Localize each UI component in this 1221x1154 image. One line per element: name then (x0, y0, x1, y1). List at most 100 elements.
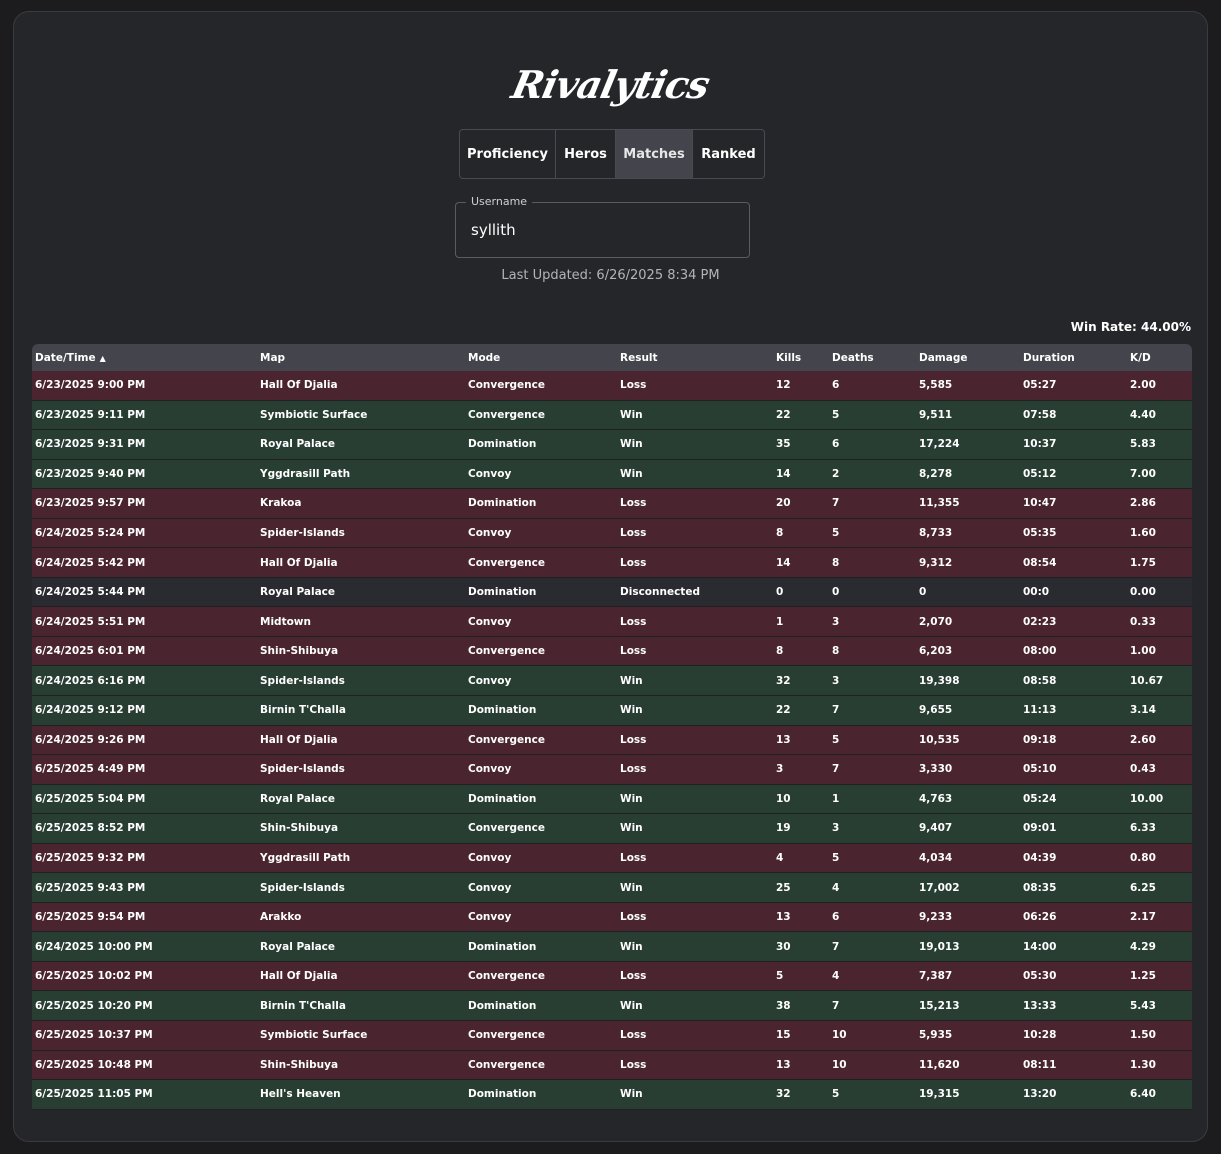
cell-damage: 19,398 (919, 674, 960, 687)
cell-kills: 1 (776, 615, 784, 628)
table-row: 6/24/2025 9:26 PM Hall Of Djalia Convergen… (32, 725, 1192, 756)
cell-kills: 32 (776, 1088, 791, 1101)
username-input[interactable]: syllith (471, 221, 516, 239)
cell-date-time: 6/23/2025 9:57 PM (35, 497, 146, 510)
cell-mode: Convergence (468, 556, 545, 569)
cell-result: Win (620, 822, 643, 835)
table-row: 6/25/2025 10:37 PM Symbiotic Surface Conve… (32, 1021, 1192, 1051)
column-header-kd[interactable]: K/D (1130, 351, 1151, 364)
column-header-deaths[interactable]: Deaths (832, 351, 874, 364)
cell-result: Loss (620, 527, 647, 539)
username-field[interactable]: Username syllith (455, 195, 750, 258)
cell-kd: 10.67 (1130, 674, 1164, 687)
cell-date-time: 6/25/2025 9:32 PM (35, 852, 146, 865)
cell-mode: Convergence (468, 970, 545, 983)
tab-matches[interactable]: Matches (616, 130, 693, 178)
cell-duration: 13:33 (1023, 999, 1057, 1012)
cell-deaths: 0 (832, 586, 840, 599)
cell-kd: 6.33 (1130, 822, 1156, 835)
cell-kills: 20 (776, 497, 791, 510)
cell-mode: Domination (468, 497, 537, 510)
table-row: 6/25/2025 4:49 PM Spider-Islands Convoy Los… (32, 755, 1192, 785)
cell-map: Shin-Shibuya (260, 645, 339, 658)
table-row: 6/24/2025 5:44 PM Royal Palace Domination D… (32, 577, 1192, 608)
cell-duration: 10:47 (1023, 497, 1057, 510)
cell-date-time: 6/23/2025 9:31 PM (35, 438, 146, 451)
cell-deaths: 3 (832, 822, 840, 835)
cell-duration: 05:27 (1023, 379, 1057, 392)
cell-result: Win (620, 940, 643, 953)
table-header-row: Date/Time ▲ Map Mode Result Kills Deaths … (32, 344, 1192, 371)
cell-damage: 2,070 (919, 615, 953, 628)
table-row: 6/23/2025 9:57 PM Krakoa Domination Loss 20 7… (32, 489, 1192, 519)
cell-result: Loss (620, 1029, 647, 1042)
column-header-damage[interactable]: Damage (919, 351, 968, 364)
cell-duration: 08:54 (1023, 556, 1057, 569)
cell-date-time: 6/24/2025 6:16 PM (35, 674, 146, 687)
cell-mode: Convoy (468, 674, 512, 687)
cell-damage: 5,935 (919, 1029, 953, 1042)
column-header-kills[interactable]: Kills (776, 351, 802, 364)
column-header-mode[interactable]: Mode (468, 351, 501, 364)
cell-date-time: 6/24/2025 5:51 PM (35, 615, 146, 628)
cell-damage: 4,034 (919, 852, 953, 865)
cell-kills: 25 (776, 881, 791, 894)
column-header-result[interactable]: Result (620, 351, 658, 364)
cell-date-time: 6/25/2025 9:54 PM (35, 911, 146, 924)
table-row: 6/24/2025 5:24 PM Spider-Islands Convoy Los… (32, 518, 1192, 549)
cell-deaths: 5 (832, 852, 840, 865)
cell-result: Loss (620, 852, 647, 865)
column-header-map[interactable]: Map (260, 351, 286, 364)
cell-mode: Convoy (468, 881, 512, 894)
cell-duration: 08:58 (1023, 674, 1057, 687)
cell-duration: 13:20 (1023, 1088, 1057, 1101)
tab-ranked[interactable]: Ranked (701, 146, 756, 162)
cell-damage: 17,224 (919, 438, 960, 451)
cell-kills: 30 (776, 940, 791, 953)
cell-deaths: 10 (832, 1058, 847, 1071)
cell-date-time: 6/23/2025 9:11 PM (35, 408, 146, 421)
cell-deaths: 5 (832, 733, 840, 746)
cell-mode: Domination (468, 792, 537, 805)
column-header-datetime[interactable]: Date/Time ▲ (35, 351, 106, 364)
cell-map: Shin-Shibuya (260, 1058, 339, 1071)
cell-mode: Convergence (468, 1029, 545, 1042)
cell-deaths: 6 (832, 911, 840, 924)
cell-kd: 3.14 (1130, 704, 1156, 717)
cell-map: Yggdrasill Path (260, 467, 351, 480)
cell-kd: 1.00 (1130, 645, 1156, 658)
tab-proficiency[interactable]: Proficiency (460, 130, 556, 178)
cell-date-time: 6/25/2025 10:02 PM (35, 970, 153, 983)
cell-duration: 08:00 (1023, 645, 1057, 658)
cell-date-time: 6/24/2025 9:12 PM (35, 704, 146, 717)
cell-mode: Convergence (468, 379, 545, 392)
cell-map: Symbiotic Surface (260, 1029, 368, 1042)
tab-heros[interactable]: Heros (556, 130, 616, 178)
cell-kills: 35 (776, 438, 791, 451)
cell-result: Disconnected (620, 586, 700, 599)
table-row: 6/25/2025 9:54 PM Arakko Convoy Loss 13 6 9,23… (32, 902, 1192, 933)
table-row: 6/25/2025 9:43 PM Spider-Islands Convoy Win… (32, 873, 1192, 903)
cell-kd: 0.33 (1130, 615, 1156, 628)
cell-deaths: 5 (832, 408, 840, 421)
cell-kd: 6.40 (1130, 1088, 1156, 1101)
cell-kd: 2.60 (1130, 733, 1156, 746)
cell-mode: Domination (468, 586, 537, 599)
cell-duration: 07:58 (1023, 408, 1057, 421)
cell-result: Win (620, 438, 643, 451)
cell-map: Spider-Islands (260, 763, 345, 776)
cell-result: Loss (620, 733, 647, 746)
cell-map: Hall Of Djalia (260, 970, 338, 983)
cell-mode: Convergence (468, 733, 545, 746)
cell-damage: 3,330 (919, 763, 953, 776)
column-header-duration[interactable]: Duration (1023, 351, 1075, 364)
cell-date-time: 6/25/2025 10:37 PM (35, 1029, 153, 1042)
cell-map: Hall Of Djalia (260, 556, 338, 569)
cell-kd: 2.17 (1130, 911, 1156, 924)
cell-kills: 13 (776, 1058, 791, 1071)
cell-kd: 1.60 (1130, 527, 1156, 539)
cell-date-time: 6/24/2025 5:44 PM (35, 586, 146, 599)
cell-result: Win (620, 467, 643, 480)
cell-kills: 15 (776, 1029, 791, 1042)
cell-date-time: 6/25/2025 5:04 PM (35, 792, 146, 805)
